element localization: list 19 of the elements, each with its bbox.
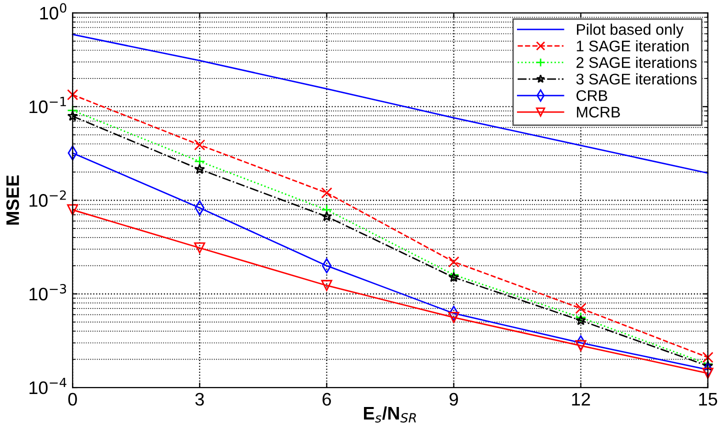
y-tick-label: 10$^{−1}$	[30, 96, 66, 114]
legend-label: CRB	[576, 90, 608, 102]
x-tick-label: 6	[322, 392, 331, 406]
y-tick-label: 10$^{0}$	[40, 3, 66, 20]
x-tick-label: 9	[450, 392, 458, 406]
legend-label: MCRB	[576, 106, 620, 118]
x-tick-label: 12	[572, 392, 590, 406]
y-tick-label: 10$^{−4}$	[30, 378, 66, 394]
y-axis-title: MSEE	[6, 175, 20, 225]
x-tick-label: 0	[68, 392, 77, 406]
x-axis-title: E$_{s}$/N$_{SR}$	[364, 406, 416, 423]
legend-label: 2 SAGE iterations	[576, 56, 697, 68]
y-tick-label: 10$^{−3}$	[30, 284, 66, 300]
y-tick-label: 10$^{−2}$	[30, 190, 66, 207]
legend-label: 1 SAGE iteration	[576, 40, 689, 52]
x-tick-label: 15	[699, 393, 718, 406]
legend-label: 3 SAGE iterations	[576, 73, 697, 85]
legend-label: Pilot based only	[576, 24, 684, 38]
x-tick-label: 3	[195, 392, 204, 406]
